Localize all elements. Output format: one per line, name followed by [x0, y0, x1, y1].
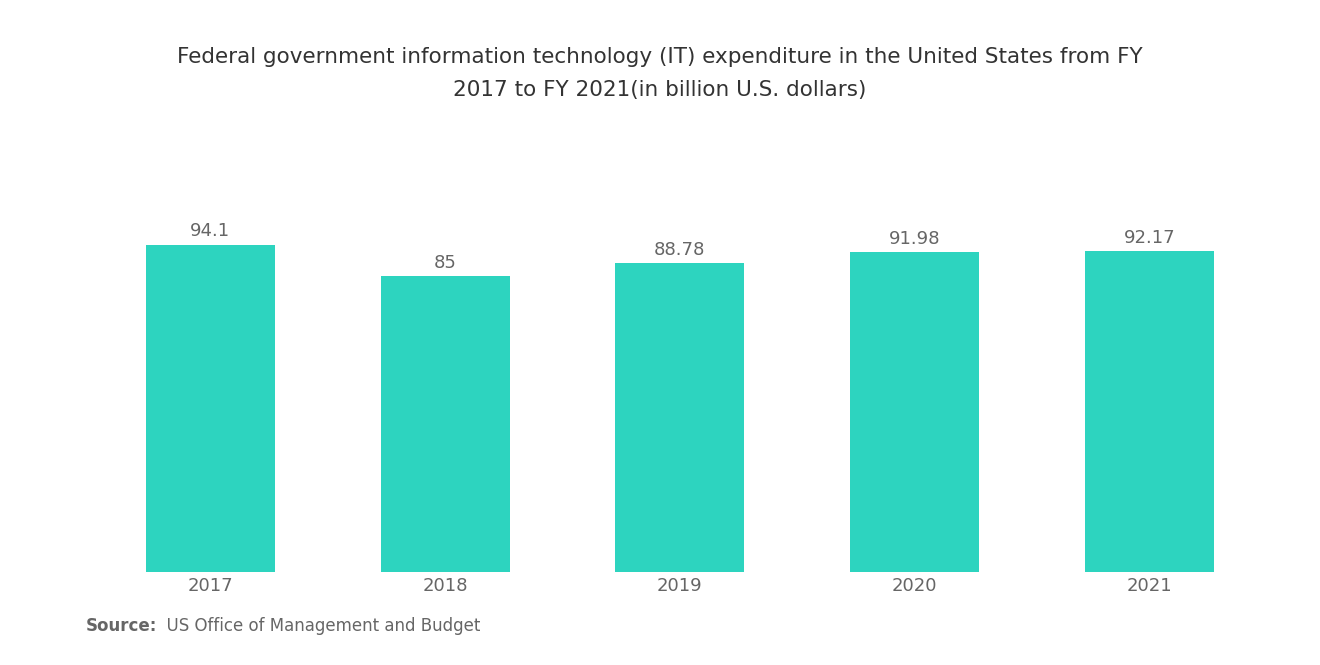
Text: 91.98: 91.98 — [888, 230, 940, 248]
Text: US Office of Management and Budget: US Office of Management and Budget — [156, 617, 480, 635]
Bar — [850, 252, 979, 572]
Text: 92.17: 92.17 — [1123, 229, 1175, 247]
Text: Federal government information technology (IT) expenditure in the United States : Federal government information technolog… — [177, 47, 1143, 66]
Text: 85: 85 — [434, 254, 457, 272]
Text: 2017 to FY 2021(in billion U.S. dollars): 2017 to FY 2021(in billion U.S. dollars) — [453, 80, 867, 100]
Text: 94.1: 94.1 — [190, 222, 231, 241]
Bar — [615, 263, 744, 572]
Bar — [380, 276, 510, 572]
Bar — [1085, 251, 1214, 572]
Bar — [145, 245, 275, 572]
Text: Source:: Source: — [86, 617, 157, 635]
Text: 88.78: 88.78 — [655, 241, 705, 259]
